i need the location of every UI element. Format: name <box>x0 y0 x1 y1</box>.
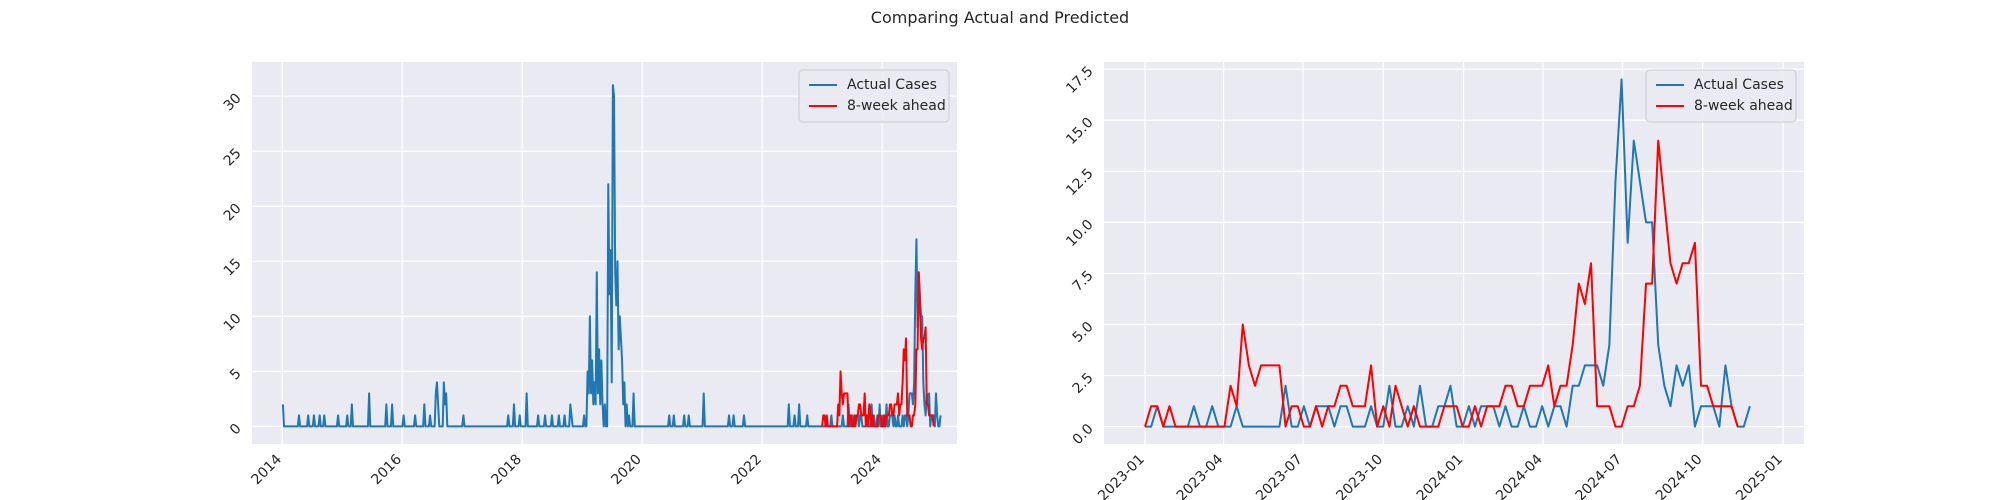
legend-label: Actual Cases <box>847 77 937 93</box>
x-tick-label: 2024-07 <box>1573 452 1626 500</box>
x-tick-label: 2023-04 <box>1174 451 1227 500</box>
y-tick-label: 15 <box>221 256 245 280</box>
x-tick-label: 2024 <box>848 451 885 488</box>
y-tick-label: 7.5 <box>1070 268 1097 295</box>
x-tick-label: 2024-10 <box>1653 452 1706 500</box>
x-tick-label: 2023-01 <box>1095 452 1148 500</box>
x-tick-label: 2020 <box>608 452 645 489</box>
x-tick-label: 2024-04 <box>1493 451 1546 500</box>
y-tick-label: 5 <box>227 366 245 384</box>
x-tick-label: 2023-10 <box>1333 452 1386 500</box>
y-tick-label: 2.5 <box>1070 370 1097 397</box>
y-tick-label: 0 <box>227 421 245 439</box>
y-tick-label: 10 <box>221 311 245 335</box>
x-tick-label: 2024-01 <box>1414 452 1467 500</box>
y-tick-label: 12.5 <box>1063 166 1096 199</box>
y-tick-label: 0.0 <box>1070 421 1097 448</box>
series-line-actual-cases <box>281 84 942 428</box>
x-tick-label: 2018 <box>489 452 526 489</box>
y-tick-label: 17.5 <box>1063 63 1096 96</box>
series-line-predicted-8-week <box>1144 139 1739 428</box>
x-tick-label: 2025-01 <box>1733 452 1786 500</box>
legend-label: Actual Cases <box>1694 77 1784 93</box>
series-line-actual-cases <box>1145 78 1751 428</box>
y-tick-label: 5.0 <box>1070 319 1097 346</box>
x-tick-label: 2023-07 <box>1253 452 1306 500</box>
y-tick-label: 30 <box>221 90 245 114</box>
y-tick-label: 10.0 <box>1063 217 1096 250</box>
figure-title: Comparing Actual and Predicted <box>870 8 1130 27</box>
chart-panel-1: 2014 2016 2018 2020 2022 2024 0 5 10 15 20 25 30 Actu… <box>221 62 957 488</box>
y-tick-label: 15.0 <box>1063 115 1096 148</box>
legend-box <box>1645 69 1797 123</box>
x-tick-label: 2016 <box>368 451 405 488</box>
y-tick-label: 20 <box>221 201 245 225</box>
legend: Actual Cases 8-week ahead <box>1645 69 1797 123</box>
plot-area-background <box>1104 62 1804 444</box>
series-line-predicted-8-week <box>821 271 935 428</box>
legend-label: 8-week ahead <box>847 98 946 114</box>
x-tick-label: 2022 <box>729 452 766 489</box>
chart-panel-2: 2023-01 2023-04 2023-07 2023-10 2024-01 2024-… <box>1063 62 1804 500</box>
legend: Actual Cases 8-week ahead <box>798 69 950 123</box>
legend-label: 8-week ahead <box>1694 98 1793 114</box>
x-tick-label: 2014 <box>249 451 286 488</box>
legend-box <box>798 69 950 123</box>
y-tick-label: 25 <box>221 146 245 170</box>
